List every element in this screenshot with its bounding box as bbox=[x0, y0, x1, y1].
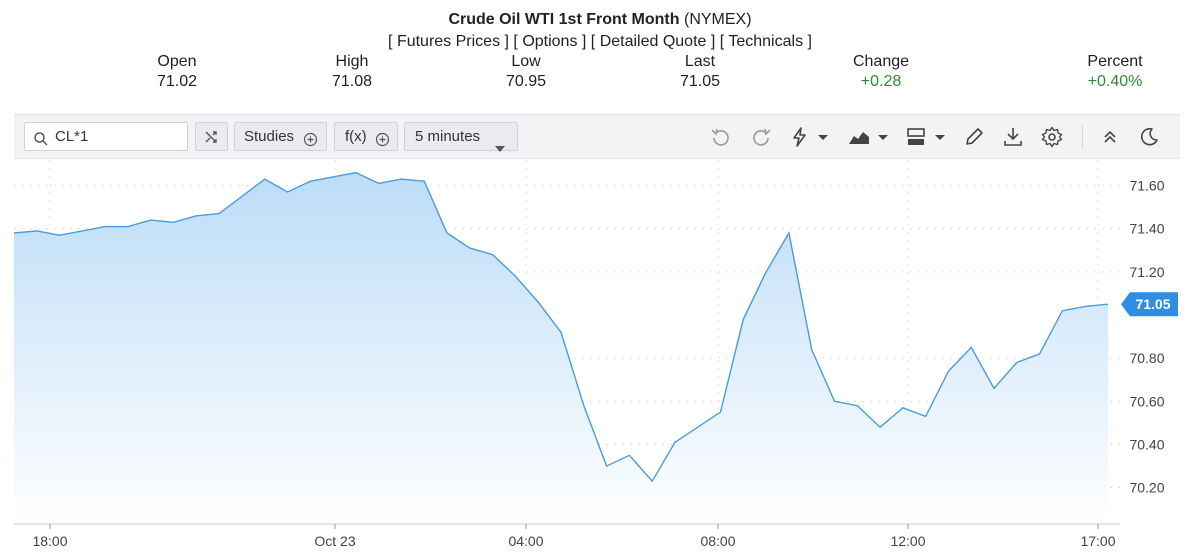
instrument-name: Crude Oil WTI 1st Front Month bbox=[448, 11, 680, 28]
interval-label: 5 minutes bbox=[415, 128, 481, 145]
lightning-icon[interactable] bbox=[788, 125, 812, 149]
gear-icon[interactable] bbox=[1040, 125, 1064, 149]
chevron-down-icon bbox=[495, 134, 505, 152]
toolbar-divider bbox=[1082, 125, 1083, 149]
last-label: Last bbox=[684, 53, 716, 70]
chevron-down-icon[interactable] bbox=[811, 125, 828, 149]
last-price-label: 71.05 bbox=[1135, 296, 1170, 312]
percent-value: +0.40% bbox=[1087, 73, 1143, 90]
change-label: Change bbox=[852, 53, 910, 70]
area-chart-icon[interactable] bbox=[847, 125, 871, 149]
redo-icon[interactable] bbox=[749, 125, 773, 149]
y-tick-label: 70.60 bbox=[1129, 393, 1164, 409]
x-tick-label: 04:00 bbox=[508, 533, 543, 549]
open-value: 71.02 bbox=[156, 73, 198, 90]
add-icon bbox=[375, 129, 390, 147]
symbol-input[interactable]: CL*1 bbox=[55, 128, 89, 145]
x-axis-labels: 18:00 Oct 23 04:00 08:00 12:00 17:00 bbox=[32, 524, 1116, 549]
x-tick-label: 12:00 bbox=[890, 533, 925, 549]
quote-change: Change +0.28 bbox=[811, 53, 951, 91]
moon-icon[interactable] bbox=[1137, 125, 1161, 149]
chevron-down-icon[interactable] bbox=[871, 125, 888, 149]
chevron-down-icon[interactable] bbox=[928, 125, 945, 149]
add-icon bbox=[303, 129, 318, 147]
y-tick-label: 70.40 bbox=[1129, 436, 1164, 452]
undo-icon[interactable] bbox=[709, 125, 733, 149]
y-axis-labels: 71.60 71.40 71.20 70.80 70.60 70.40 70.20 bbox=[1129, 178, 1164, 496]
symbol-search[interactable]: CL*1 bbox=[24, 122, 188, 151]
high-label: High bbox=[335, 53, 369, 70]
function-button[interactable]: f(x) bbox=[334, 122, 398, 151]
y-tick-label: 71.40 bbox=[1129, 221, 1164, 237]
x-tick-label: 08:00 bbox=[700, 533, 735, 549]
function-label: f(x) bbox=[345, 128, 367, 145]
search-icon bbox=[33, 129, 49, 146]
compare-icon bbox=[203, 128, 221, 146]
change-value: +0.28 bbox=[860, 73, 902, 90]
quote-open: Open 71.02 bbox=[107, 53, 247, 91]
price-line bbox=[13, 171, 1109, 483]
detailed-quote-link[interactable]: Detailed Quote bbox=[599, 33, 707, 50]
y-tick-label: 70.20 bbox=[1129, 480, 1164, 496]
compare-button[interactable] bbox=[195, 122, 228, 151]
y-tick-label: 71.20 bbox=[1129, 264, 1164, 280]
last-value: 71.05 bbox=[679, 73, 721, 90]
futures-prices-link[interactable]: Futures Prices bbox=[396, 33, 501, 50]
last-price-marker bbox=[1121, 292, 1178, 317]
percent-label: Percent bbox=[1087, 53, 1143, 70]
studies-button[interactable]: Studies bbox=[234, 122, 327, 151]
open-label: Open bbox=[157, 53, 197, 70]
x-tick-label: 18:00 bbox=[32, 533, 67, 549]
layout-icon[interactable] bbox=[904, 125, 928, 149]
high-value: 71.08 bbox=[331, 73, 373, 90]
pencil-icon[interactable] bbox=[962, 125, 986, 149]
y-tick-label: 70.80 bbox=[1129, 350, 1164, 366]
low-value: 70.95 bbox=[505, 73, 547, 90]
chart-toolbar: CL*1 Studies f(x) 5 minutes bbox=[14, 114, 1180, 159]
price-area bbox=[14, 172, 1108, 524]
quote-links: [ Futures Prices ] [ Options ] [ Detaile… bbox=[388, 33, 812, 50]
technicals-link[interactable]: Technicals bbox=[728, 33, 804, 50]
collapse-icon[interactable] bbox=[1098, 125, 1122, 149]
quote-percent: Percent +0.40% bbox=[1045, 53, 1185, 91]
exchange-name: (NYMEX) bbox=[683, 11, 752, 28]
download-icon[interactable] bbox=[1001, 125, 1025, 149]
quote-high: High 71.08 bbox=[282, 53, 422, 91]
instrument-title: Crude Oil WTI 1st Front Month (NYMEX) bbox=[0, 11, 1200, 29]
x-tick-label: Oct 23 bbox=[314, 533, 355, 549]
quote-low: Low 70.95 bbox=[456, 53, 596, 91]
quote-last: Last 71.05 bbox=[630, 53, 770, 91]
interval-select[interactable]: 5 minutes bbox=[404, 122, 518, 152]
options-link[interactable]: Options bbox=[522, 33, 578, 50]
studies-label: Studies bbox=[244, 128, 295, 145]
low-label: Low bbox=[511, 53, 541, 70]
x-tick-label: 17:00 bbox=[1080, 533, 1115, 549]
last-price-tag: 71.05 bbox=[1121, 292, 1178, 317]
price-chart[interactable]: 71.60 71.40 71.20 70.80 70.60 70.40 70.20 18:0… bbox=[0, 160, 1200, 557]
y-tick-label: 71.60 bbox=[1129, 178, 1164, 194]
